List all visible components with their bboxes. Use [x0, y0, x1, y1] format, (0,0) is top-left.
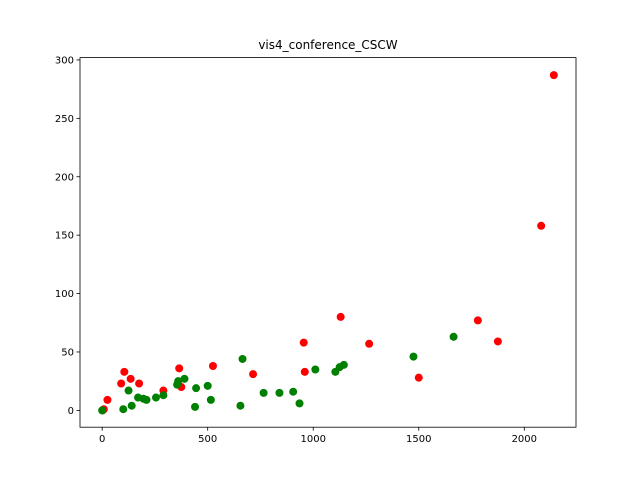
data-point-series2-16: [206, 395, 215, 404]
data-point-series1-20: [537, 221, 546, 230]
data-point-series2-17: [236, 401, 245, 410]
data-point-series1-17: [414, 373, 423, 382]
data-point-series1-13: [299, 338, 308, 347]
x-axis: 0 500 1000 1500 2000: [99, 427, 537, 445]
x-tick-label: 0: [99, 434, 105, 445]
points-layer: [98, 71, 558, 415]
data-point-series2-27: [409, 352, 418, 361]
data-point-series2-20: [275, 388, 284, 397]
x-tick-label: 1500: [406, 434, 431, 445]
data-point-series1-14: [300, 367, 309, 376]
data-point-series2-4: [127, 401, 136, 410]
y-tick-label: 300: [55, 55, 74, 66]
y-tick-label: 150: [55, 231, 74, 242]
data-point-series1-18: [473, 316, 482, 325]
data-point-series1-11: [208, 361, 217, 370]
y-tick-label: 100: [55, 289, 74, 300]
data-point-series2-11: [174, 377, 183, 386]
data-point-series1-9: [175, 364, 184, 373]
data-point-series1-3: [103, 395, 112, 404]
data-point-series2-1: [98, 406, 107, 415]
data-point-series2-22: [295, 399, 304, 408]
data-point-series2-14: [192, 384, 201, 393]
data-point-series2-26: [339, 360, 348, 369]
data-point-series1-16: [365, 339, 374, 348]
x-tick-label: 1000: [300, 434, 325, 445]
data-point-series2-8: [151, 393, 160, 402]
data-point-series1-5: [120, 367, 129, 376]
x-tick-label: 2000: [512, 434, 537, 445]
data-point-series2-13: [191, 402, 200, 411]
data-point-series1-19: [493, 337, 502, 346]
data-point-series1-12: [249, 370, 258, 379]
data-point-series2-19: [259, 388, 268, 397]
plot-frame: [79, 57, 577, 428]
data-point-series1-7: [135, 379, 144, 388]
data-point-series2-12: [180, 374, 189, 383]
data-point-series1-15: [336, 312, 345, 321]
data-point-series2-9: [159, 391, 168, 400]
data-point-series2-28: [449, 332, 458, 341]
plot-area: [80, 57, 576, 428]
data-point-series2-23: [311, 365, 320, 374]
data-point-series2-2: [119, 405, 128, 414]
data-point-series2-7: [142, 395, 151, 404]
data-point-series2-3: [124, 386, 133, 395]
data-point-series1-21: [549, 71, 558, 80]
data-point-series2-15: [203, 381, 212, 390]
data-point-series2-21: [289, 387, 298, 396]
data-point-series1-4: [117, 379, 126, 388]
chart-title: vis4_conference_CSCW: [258, 38, 397, 52]
data-point-series1-6: [126, 374, 135, 383]
y-axis: 0 50 100 150 200 250 300: [55, 55, 80, 417]
y-tick-label: 0: [68, 406, 74, 417]
x-tick-label: 500: [198, 434, 217, 445]
y-tick-label: 250: [55, 114, 74, 125]
y-tick-label: 200: [55, 172, 74, 183]
data-point-series2-18: [238, 354, 247, 363]
y-tick-label: 50: [61, 347, 74, 358]
